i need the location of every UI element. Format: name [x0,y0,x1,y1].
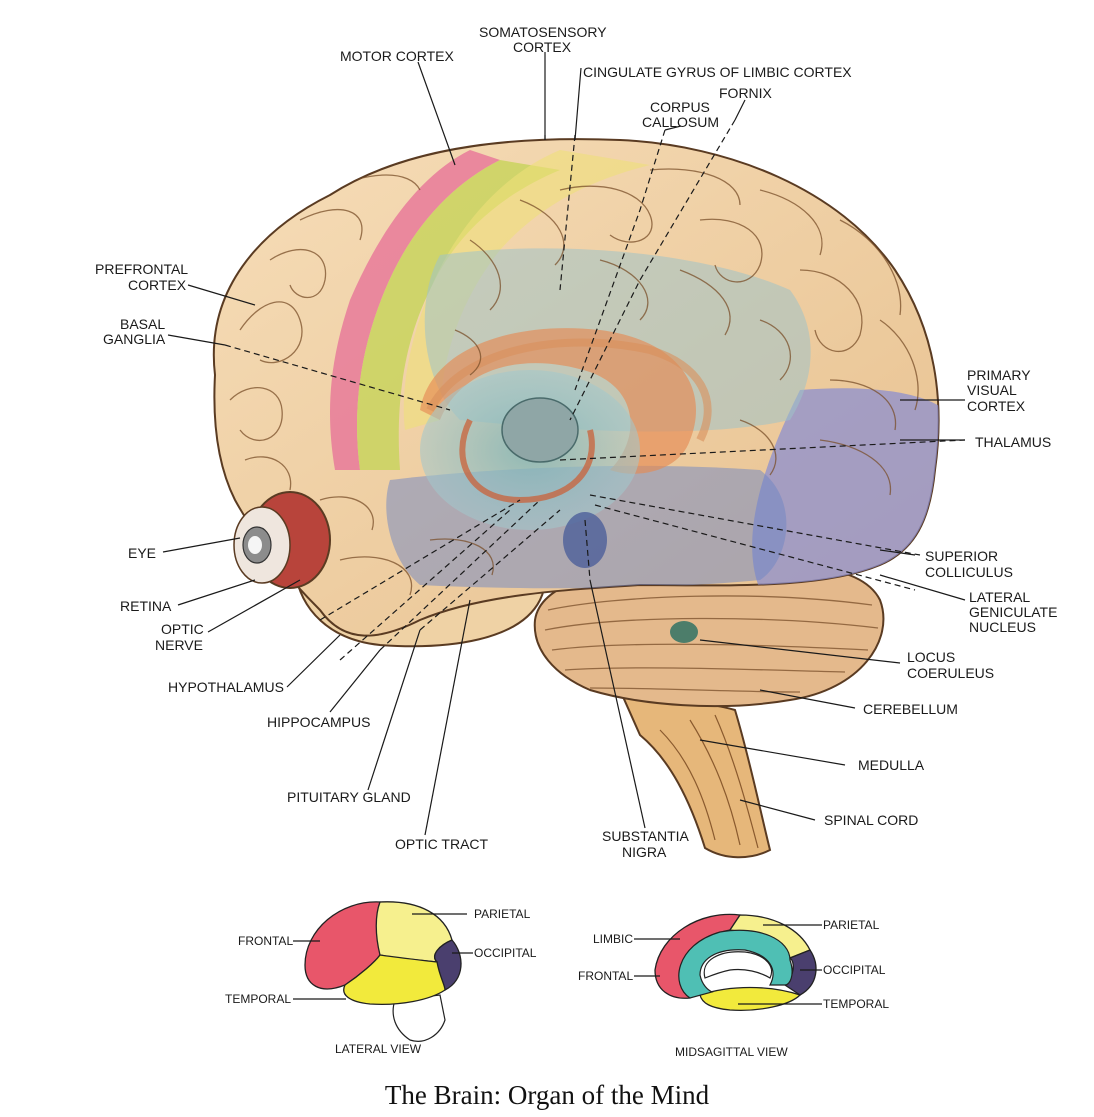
label-locus-1: LOCUS [907,649,955,665]
label-somatosensory-1: SOMATOSENSORY [479,24,607,40]
label-eye: EYE [128,545,156,561]
label-cerebellum: CEREBELLUM [863,701,958,717]
label-pituitary: PITUITARY GLAND [287,789,411,805]
label-hypothalamus: HYPOTHALAMUS [168,679,284,695]
label-optic-tract: OPTIC TRACT [395,836,489,852]
label-hippocampus: HIPPOCAMPUS [267,714,370,730]
mid-label-frontal: FRONTAL [578,969,633,983]
label-medulla: MEDULLA [858,757,925,773]
label-retina: RETINA [120,598,172,614]
label-fornix: FORNIX [719,85,773,101]
label-lateral-3: NUCLEUS [969,619,1036,635]
lateral-view-title: LATERAL VIEW [335,1042,422,1056]
label-basal-2: GANGLIA [103,331,166,347]
lateral-label-frontal: FRONTAL [238,934,293,948]
label-corpus-1: CORPUS [650,99,710,115]
label-optic-nerve-1: OPTIC [161,621,204,637]
label-lateral-2: GENICULATE [969,604,1057,620]
label-substantia-1: SUBSTANTIA [602,828,690,844]
mid-label-limbic: LIMBIC [593,932,633,946]
label-lateral-1: LATERAL [969,589,1030,605]
mid-label-occipital: OCCIPITAL [823,963,886,977]
mid-label-temporal: TEMPORAL [823,997,889,1011]
label-somatosensory-2: CORTEX [513,39,572,55]
lateral-view: FRONTAL PARIETAL OCCIPITAL TEMPORAL LATE… [225,902,537,1056]
label-superior-1: SUPERIOR [925,548,998,564]
label-optic-nerve-2: NERVE [155,637,203,653]
figure-caption: The Brain: Organ of the Mind [0,1080,1094,1111]
label-prefrontal-1: PREFRONTAL [95,261,188,277]
mid-label-parietal: PARIETAL [823,918,880,932]
lateral-label-temporal: TEMPORAL [225,992,291,1006]
label-spinal-cord: SPINAL CORD [824,812,918,828]
main-brain-illustration: MOTOR CORTEX SOMATOSENSORY CORTEX CINGUL… [95,24,1057,860]
label-cingulate: CINGULATE GYRUS OF LIMBIC CORTEX [583,64,852,80]
label-primary-visual-1: PRIMARY [967,367,1031,383]
lateral-label-occipital: OCCIPITAL [474,946,537,960]
label-thalamus: THALAMUS [975,434,1051,450]
label-superior-2: COLLICULUS [925,564,1013,580]
label-motor-cortex: MOTOR CORTEX [340,48,454,64]
label-substantia-2: NIGRA [622,844,667,860]
label-prefrontal-2: CORTEX [128,277,187,293]
midsagittal-view: LIMBIC PARIETAL OCCIPITAL FRONTAL TEMPOR… [578,914,889,1059]
label-locus-2: COERULEUS [907,665,994,681]
label-basal-1: BASAL [120,316,165,332]
label-primary-visual-3: CORTEX [967,398,1026,414]
lateral-label-parietal: PARIETAL [474,907,531,921]
thalamus-shape [502,398,578,462]
label-primary-visual-2: VISUAL [967,382,1017,398]
midsagittal-view-title: MIDSAGITTAL VIEW [675,1045,788,1059]
locus-coeruleus-spot [670,621,698,643]
label-corpus-2: CALLOSUM [642,114,719,130]
mid-temporal-lobe [700,988,800,1011]
